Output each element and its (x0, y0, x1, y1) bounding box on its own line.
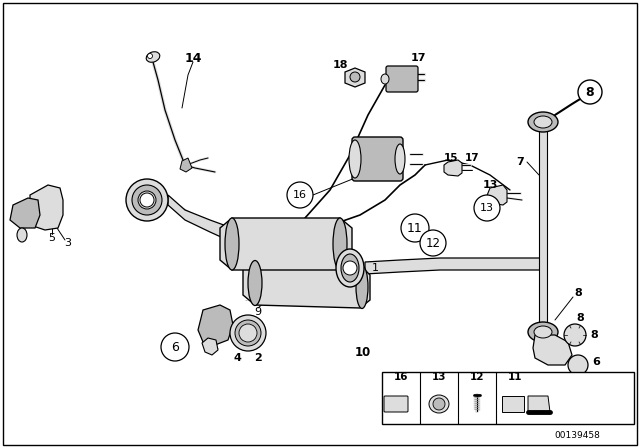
Text: 16: 16 (394, 372, 408, 382)
Polygon shape (202, 338, 218, 355)
Text: 6: 6 (592, 357, 600, 367)
Ellipse shape (528, 112, 558, 132)
Text: 18: 18 (332, 60, 348, 70)
Polygon shape (528, 396, 550, 412)
Text: 8: 8 (586, 86, 595, 99)
Ellipse shape (235, 320, 261, 346)
Bar (382, 372, 634, 424)
Polygon shape (220, 218, 352, 270)
Circle shape (474, 195, 500, 221)
Ellipse shape (356, 266, 368, 309)
Circle shape (343, 261, 357, 275)
Polygon shape (10, 198, 40, 228)
Circle shape (578, 80, 602, 104)
Polygon shape (444, 160, 462, 176)
Text: 12: 12 (426, 237, 440, 250)
Polygon shape (168, 195, 232, 242)
Text: 12: 12 (470, 372, 484, 382)
Circle shape (287, 182, 313, 208)
Text: 6: 6 (171, 340, 179, 353)
Bar (502, 396, 524, 412)
Text: 17: 17 (465, 153, 479, 163)
Ellipse shape (528, 322, 558, 342)
FancyBboxPatch shape (386, 66, 418, 92)
Text: 16: 16 (293, 190, 307, 200)
Circle shape (161, 333, 189, 361)
Text: 4: 4 (233, 353, 241, 363)
Ellipse shape (534, 116, 552, 128)
Polygon shape (198, 305, 233, 345)
Bar (539, 120, 547, 335)
Ellipse shape (225, 218, 239, 270)
Text: 8: 8 (590, 330, 598, 340)
Ellipse shape (429, 395, 449, 413)
Text: 8: 8 (574, 288, 582, 298)
Text: 1: 1 (371, 263, 378, 273)
Ellipse shape (381, 74, 389, 84)
Text: 2: 2 (254, 353, 262, 363)
Text: 5: 5 (49, 233, 56, 243)
Ellipse shape (534, 326, 552, 338)
Ellipse shape (146, 52, 160, 62)
Ellipse shape (126, 179, 168, 221)
Circle shape (147, 53, 152, 59)
Ellipse shape (138, 191, 156, 209)
Text: 11: 11 (508, 372, 522, 382)
Ellipse shape (564, 324, 586, 346)
Text: 15: 15 (444, 153, 458, 163)
Circle shape (433, 398, 445, 410)
Ellipse shape (341, 254, 359, 282)
Ellipse shape (349, 140, 361, 178)
Text: 7: 7 (516, 157, 524, 167)
Circle shape (239, 324, 257, 342)
Polygon shape (345, 68, 365, 87)
Text: 8: 8 (576, 313, 584, 323)
FancyBboxPatch shape (384, 396, 408, 412)
Text: 13: 13 (483, 180, 498, 190)
Ellipse shape (132, 185, 162, 215)
Circle shape (140, 193, 154, 207)
Text: 00139458: 00139458 (554, 431, 600, 439)
Ellipse shape (336, 249, 364, 287)
Circle shape (420, 230, 446, 256)
Text: 17: 17 (410, 53, 426, 63)
Circle shape (401, 214, 429, 242)
Polygon shape (243, 260, 370, 308)
Ellipse shape (333, 218, 347, 270)
Polygon shape (533, 335, 572, 365)
Ellipse shape (248, 260, 262, 306)
FancyBboxPatch shape (352, 137, 403, 181)
Polygon shape (180, 158, 192, 172)
Text: 10: 10 (355, 345, 371, 358)
Text: 3: 3 (65, 238, 72, 248)
Text: 9: 9 (255, 307, 262, 317)
Text: 13: 13 (480, 203, 494, 213)
Polygon shape (30, 185, 63, 230)
Text: 11: 11 (407, 221, 423, 234)
Ellipse shape (230, 315, 266, 351)
Polygon shape (365, 258, 540, 274)
Ellipse shape (568, 355, 588, 375)
Polygon shape (486, 185, 507, 205)
Circle shape (350, 72, 360, 82)
Ellipse shape (17, 228, 27, 242)
Text: 13: 13 (432, 372, 446, 382)
Text: 14: 14 (184, 52, 202, 65)
Ellipse shape (395, 144, 405, 174)
